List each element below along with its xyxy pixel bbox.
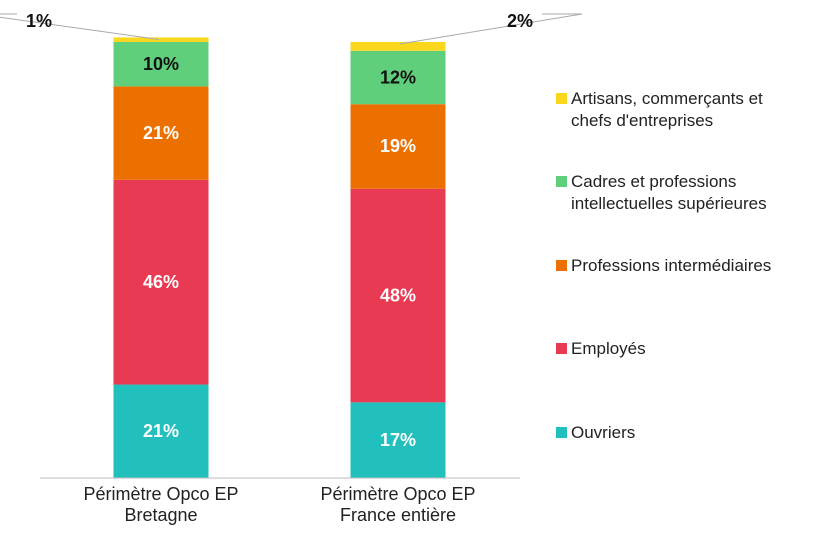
legend-item: Employés [556, 338, 821, 360]
data-label: 21% [143, 421, 179, 441]
data-label: 10% [143, 54, 179, 74]
legend-swatch [556, 93, 567, 104]
bar-segment [113, 86, 209, 180]
legend-item: Artisans, commerçants et chefs d'entrepr… [556, 88, 821, 132]
data-label: 2% [507, 11, 533, 31]
legend-label: Artisans, commerçants et chefs d'entrepr… [571, 89, 763, 130]
legend-label: Ouvriers [571, 423, 636, 442]
bar-segment [350, 50, 446, 105]
legend-swatch [556, 427, 567, 438]
bar-segment [113, 179, 209, 385]
legend-swatch [556, 176, 567, 187]
bar-segment [113, 384, 209, 478]
legend-label: Professions intermédiaires [571, 256, 772, 275]
legend-item: Cadres et professions intellectuelles su… [556, 171, 821, 215]
data-label: 48% [380, 285, 416, 305]
data-label: 21% [143, 123, 179, 143]
x-tick-label: Périmètre Opco EP Bretagne [83, 484, 239, 525]
legend-label: Cadres et professions intellectuelles su… [571, 172, 767, 213]
leader-line [399, 13, 583, 45]
legend-item: Professions intermédiaires [556, 255, 821, 277]
data-label: 17% [380, 430, 416, 450]
legend-label: Employés [571, 339, 646, 358]
legend-swatch [556, 260, 567, 271]
legend-swatch [556, 343, 567, 354]
bar-segment [350, 41, 446, 51]
data-label: 1% [26, 11, 52, 31]
bar-segment [350, 402, 446, 478]
legend-item: Ouvriers [556, 422, 821, 444]
bar-segment [113, 37, 209, 42]
x-tick-label: Périmètre Opco EP France entière [320, 484, 476, 525]
data-label: 46% [143, 272, 179, 292]
data-label: 12% [380, 67, 416, 87]
bar-segment [350, 188, 446, 403]
bar-segment [350, 104, 446, 189]
data-label: 19% [380, 136, 416, 156]
bar-segment [113, 41, 209, 87]
leader-line [0, 13, 160, 40]
